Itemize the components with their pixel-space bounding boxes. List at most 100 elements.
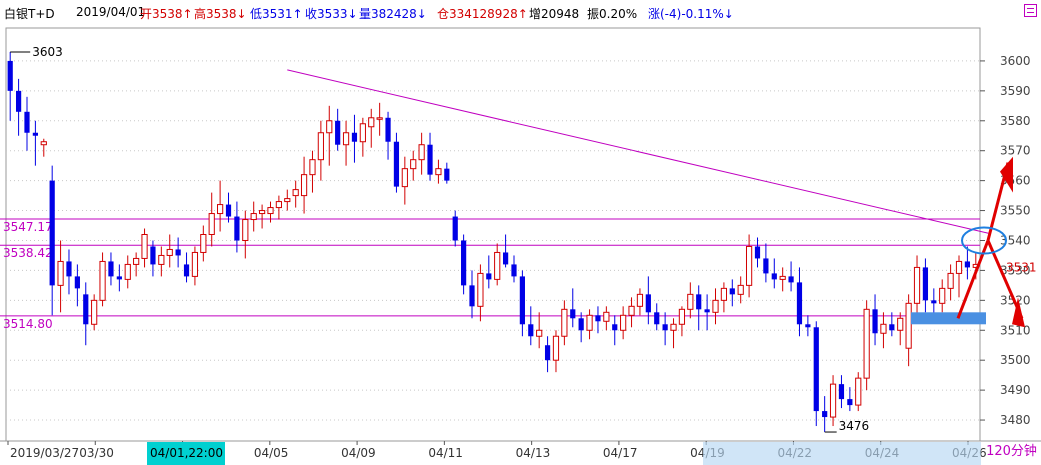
candle-body: [931, 300, 937, 304]
volume-label: 量382428↓: [359, 7, 427, 21]
candle-body: [494, 251, 501, 280]
level-label: 3514.80: [3, 317, 53, 331]
candle-body: [754, 246, 761, 259]
candle-body: [435, 168, 442, 176]
candle-body: [469, 285, 475, 307]
candle-body: [720, 287, 728, 301]
candle-body: [317, 132, 324, 161]
candle-body: [678, 308, 686, 325]
candle-body: [477, 272, 484, 307]
price-grid: [0, 27, 1041, 442]
candle-body: [771, 273, 777, 280]
candle-body: [528, 324, 534, 337]
symbol-label: 白银T+D: [4, 7, 55, 21]
candle-body: [15, 90, 22, 112]
candle-body: [300, 174, 308, 197]
close-label: 收3533↓: [305, 7, 358, 21]
candle-body: [444, 168, 450, 181]
x-tick-label: 04/05: [254, 446, 289, 460]
candle-body: [410, 159, 417, 170]
support-box: [911, 312, 986, 325]
candle-body: [704, 309, 710, 313]
candle-body: [779, 275, 786, 280]
candle-body: [863, 308, 870, 379]
period-label[interactable]: 120分钟: [986, 444, 1037, 459]
x-tick-label: 03/30: [79, 446, 114, 460]
candle-body: [544, 345, 551, 361]
candle-body: [905, 302, 912, 349]
window-toggle-icon[interactable]: [1024, 4, 1037, 17]
level-label: 3538.42: [3, 246, 53, 260]
horizontal-levels: 3547.17 3538.42 3514.80: [0, 218, 980, 331]
candle-body: [66, 261, 72, 277]
candle-body: [275, 201, 282, 209]
candle-body: [183, 264, 190, 277]
cursor-date-label: 04/01,22:00: [150, 446, 223, 460]
increase-label: 增20948: [529, 7, 580, 21]
candle-body: [217, 204, 224, 215]
candle-body: [368, 117, 375, 128]
candle-body: [7, 60, 13, 91]
candle-body: [284, 198, 291, 203]
y-tick-label: 3500: [1000, 353, 1031, 367]
plot-frame: [5, 27, 981, 442]
candle-body: [250, 213, 257, 221]
candle-body: [964, 261, 971, 268]
candle-body: [150, 246, 156, 265]
candle-body: [813, 327, 819, 412]
candle-body: [620, 314, 627, 331]
date-label: 2019/04/01: [76, 5, 146, 19]
time-axis: 2019/03/2703/3004/0304/0504/0904/1104/13…: [7, 441, 987, 465]
candle-body: [461, 240, 467, 286]
y-tick-label: 3580: [1000, 114, 1031, 128]
y-tick-label: 3570: [1000, 144, 1031, 158]
candle-body: [158, 254, 165, 265]
candle-body: [351, 132, 358, 142]
candle-body: [561, 308, 568, 337]
candle-body: [662, 324, 668, 331]
amplitude-label: 振0.20%: [587, 7, 638, 21]
current-price-label: 3531: [1006, 260, 1037, 274]
candle-body: [342, 132, 350, 146]
candle-body: [326, 120, 333, 134]
candle-body: [292, 189, 299, 197]
candle-body: [385, 117, 391, 142]
candle-body: [670, 323, 677, 331]
candle-body: [687, 293, 694, 310]
highlight-ellipse: [961, 226, 1007, 255]
candle-body: [737, 284, 744, 295]
candle-body: [427, 144, 433, 175]
candle-body: [922, 267, 929, 301]
candle-body: [242, 219, 249, 241]
candle-body: [258, 210, 266, 215]
candle-body: [947, 272, 954, 289]
trendlines: [287, 69, 989, 234]
candle-body: [654, 312, 660, 325]
candles[interactable]: [7, 51, 979, 433]
arrow-down-head: [1012, 297, 1025, 328]
candle-body: [49, 180, 55, 286]
candle-body: [712, 299, 719, 313]
candle-body: [729, 288, 735, 295]
candle-body: [636, 293, 644, 307]
position-label: 仓334128928↑: [437, 7, 528, 21]
candle-body: [200, 234, 207, 253]
candle-body: [595, 315, 601, 322]
y-tick-label: 3490: [1000, 383, 1031, 397]
candle-body: [570, 309, 576, 319]
candle-body: [267, 207, 274, 215]
candle-body: [452, 216, 458, 241]
candle-body: [855, 377, 862, 406]
trendline: [287, 69, 989, 234]
candle-body: [880, 323, 887, 334]
candle-body: [116, 276, 122, 280]
y-tick-label: 3540: [1000, 233, 1031, 247]
y-tick-label: 3480: [1000, 413, 1031, 427]
candle-body: [847, 399, 853, 406]
high-label: 3603: [32, 45, 63, 59]
annotations: 3603 3476 3531: [10, 45, 1037, 433]
y-tick-label: 3550: [1000, 204, 1031, 218]
candle-body: [511, 264, 517, 277]
candle-body: [141, 234, 148, 259]
